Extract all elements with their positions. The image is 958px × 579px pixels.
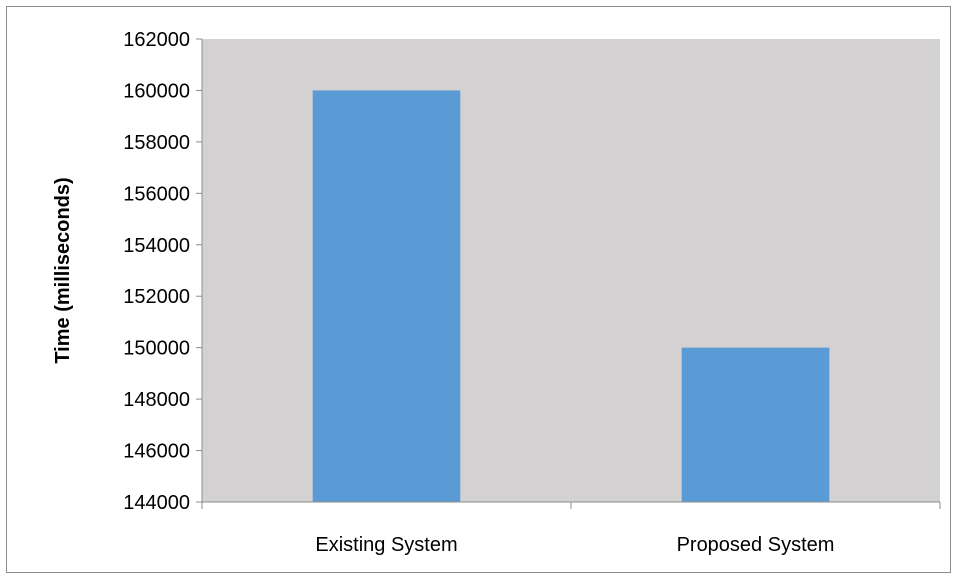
x-axis: Existing System Proposed System [201,501,941,556]
y-axis-title: Time (milliseconds) [52,177,74,363]
bars [312,90,830,502]
y-axis: 144000 146000 148000 150000 152000 154000 1560… [123,29,203,514]
y-tick-label: 156000 [123,183,190,205]
y-tick-label: 160000 [123,80,190,102]
bar [681,347,830,502]
y-tick-label: 148000 [123,389,190,411]
bar [312,90,461,502]
x-tick-label: Existing System [315,534,457,556]
y-tick-label: 158000 [123,132,190,154]
x-tick-label: Proposed System [677,534,835,556]
y-tick-label: 154000 [123,235,190,257]
y-tick-label: 150000 [123,338,190,360]
y-tick-label: 162000 [123,29,190,51]
y-tick-label: 146000 [123,441,190,463]
y-tick-label: 144000 [123,492,190,514]
y-tick-label: 152000 [123,286,190,308]
